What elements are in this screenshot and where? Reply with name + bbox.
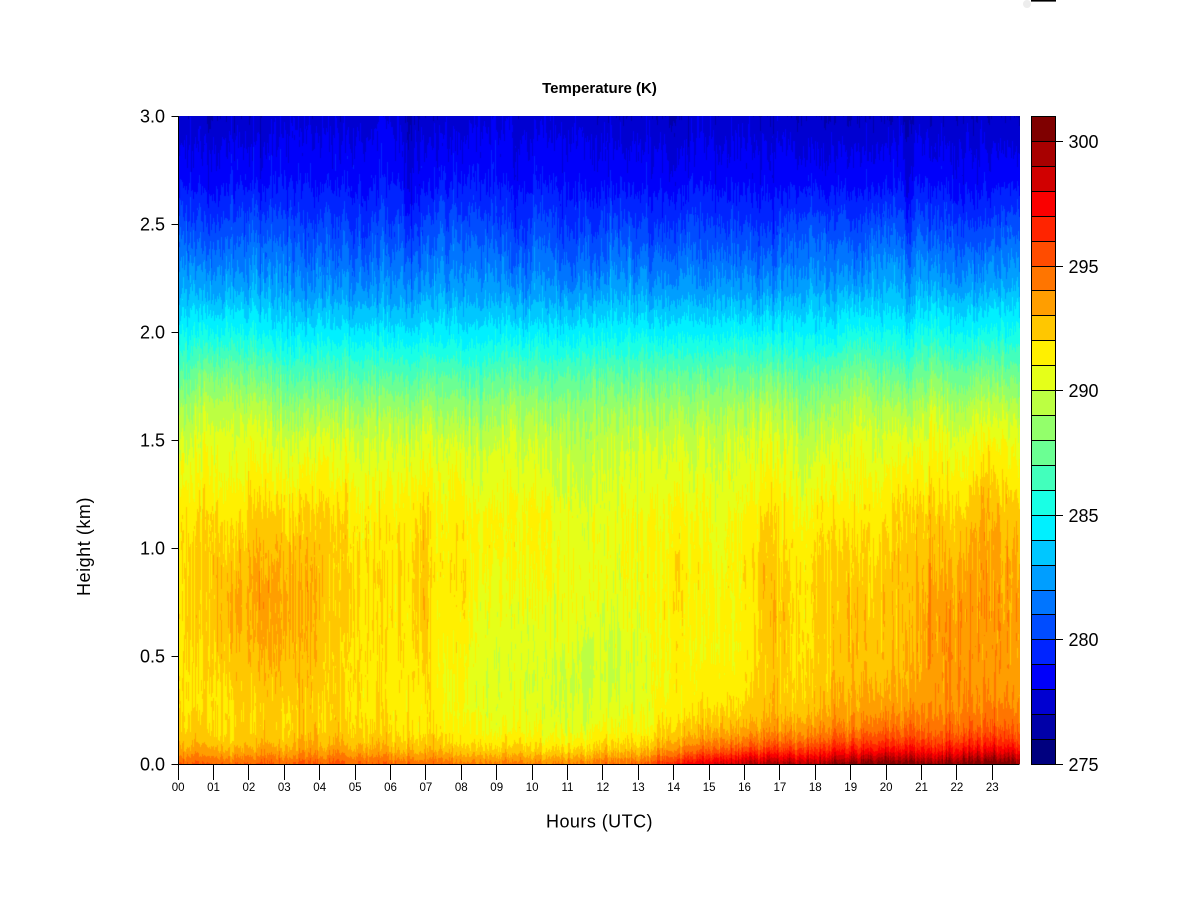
- svg-text:290: 290: [1069, 381, 1099, 401]
- svg-text:14: 14: [667, 782, 680, 794]
- svg-text:275: 275: [1069, 755, 1099, 775]
- svg-text:16: 16: [738, 782, 751, 794]
- svg-text:17: 17: [774, 782, 787, 794]
- svg-text:01: 01: [207, 782, 220, 794]
- svg-text:22: 22: [951, 782, 964, 794]
- svg-text:Temperature (K): Temperature (K): [542, 80, 657, 97]
- svg-text:Height (km): Height (km): [74, 497, 94, 596]
- svg-text:09: 09: [490, 782, 503, 794]
- svg-text:280: 280: [1069, 630, 1099, 650]
- svg-text:07: 07: [420, 782, 433, 794]
- svg-text:03: 03: [278, 782, 291, 794]
- svg-text:08: 08: [455, 782, 468, 794]
- svg-text:1.5: 1.5: [140, 431, 165, 451]
- svg-text:2.5: 2.5: [140, 215, 165, 235]
- svg-text:285: 285: [1069, 506, 1099, 526]
- svg-text:18: 18: [809, 782, 822, 794]
- svg-text:21: 21: [915, 782, 928, 794]
- svg-text:10: 10: [526, 782, 539, 794]
- svg-text:0.5: 0.5: [140, 647, 165, 667]
- svg-text:11: 11: [562, 782, 574, 794]
- svg-text:300: 300: [1069, 132, 1099, 152]
- svg-text:Hours (UTC): Hours (UTC): [546, 812, 653, 832]
- svg-text:1.0: 1.0: [140, 539, 165, 559]
- svg-text:06: 06: [384, 782, 397, 794]
- svg-text:20: 20: [880, 782, 893, 794]
- svg-text:0.0: 0.0: [140, 755, 165, 775]
- svg-text:05: 05: [349, 782, 362, 794]
- svg-text:2.0: 2.0: [140, 323, 165, 343]
- svg-text:04: 04: [313, 782, 326, 794]
- svg-text:02: 02: [243, 782, 256, 794]
- svg-text:23: 23: [986, 782, 999, 794]
- svg-text:295: 295: [1069, 257, 1099, 277]
- svg-text:00: 00: [172, 782, 185, 794]
- svg-text:19: 19: [844, 782, 857, 794]
- svg-text:3.0: 3.0: [140, 107, 165, 127]
- svg-text:12: 12: [597, 782, 610, 794]
- svg-text:13: 13: [632, 782, 645, 794]
- svg-text:15: 15: [703, 782, 716, 794]
